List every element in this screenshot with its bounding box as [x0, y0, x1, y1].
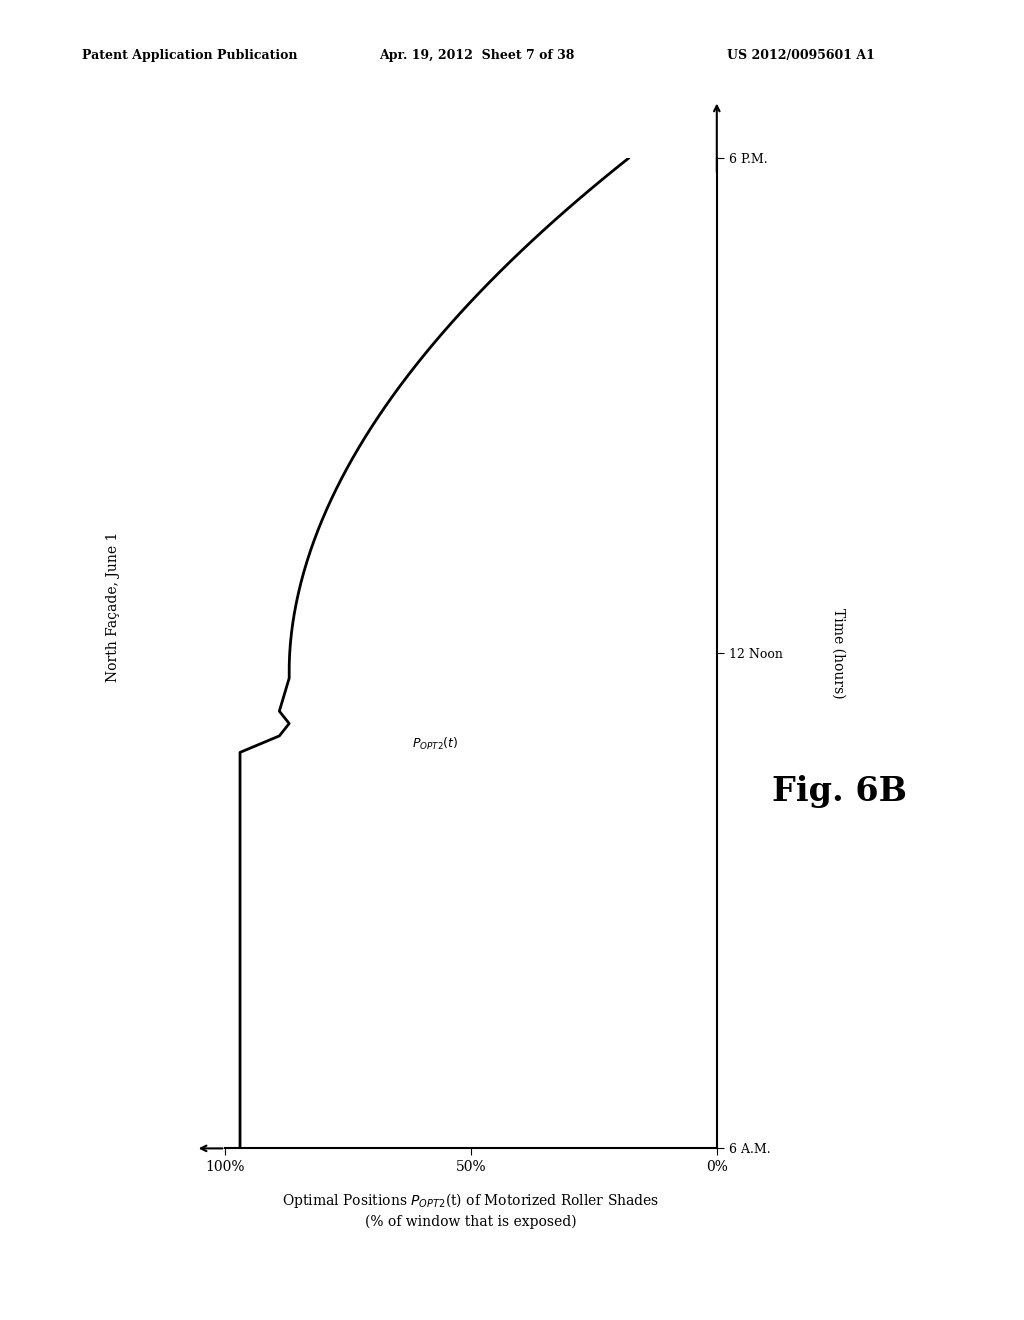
Text: $P_{OPT2}(t)$: $P_{OPT2}(t)$ [412, 737, 459, 752]
Text: Fig. 6B: Fig. 6B [772, 776, 907, 808]
Text: Patent Application Publication: Patent Application Publication [82, 49, 297, 62]
Text: Optimal Positions $P_{OPT2}$(t) of Motorized Roller Shades: Optimal Positions $P_{OPT2}$(t) of Motor… [283, 1191, 659, 1209]
Text: US 2012/0095601 A1: US 2012/0095601 A1 [727, 49, 874, 62]
Text: Apr. 19, 2012  Sheet 7 of 38: Apr. 19, 2012 Sheet 7 of 38 [379, 49, 574, 62]
Text: (% of window that is exposed): (% of window that is exposed) [366, 1214, 577, 1229]
Y-axis label: Time (hours): Time (hours) [831, 609, 845, 698]
Text: North Façade, June 1: North Façade, June 1 [105, 532, 120, 682]
